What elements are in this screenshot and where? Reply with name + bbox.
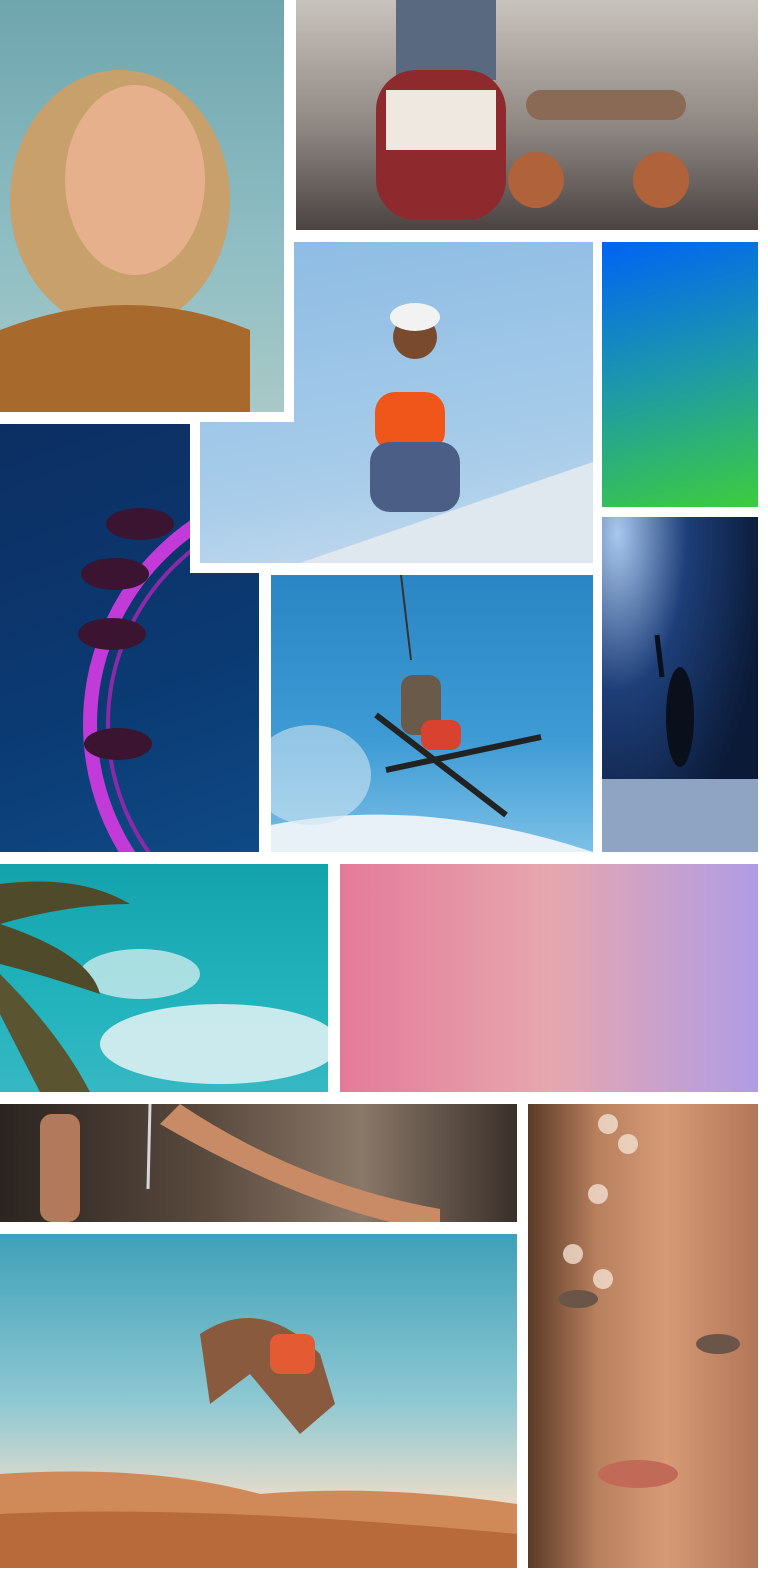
- photo-skater[interactable]: [200, 242, 593, 563]
- photo-party[interactable]: [0, 1104, 517, 1222]
- photo-woman-portrait[interactable]: [0, 0, 284, 412]
- party-drawing: [40, 1104, 440, 1222]
- photo-desert-flip[interactable]: [0, 1234, 517, 1568]
- photo-palm-sky[interactable]: [0, 864, 328, 1092]
- face-drawing: [558, 1114, 740, 1488]
- palm-drawing: [0, 881, 328, 1092]
- concert-drawing: [602, 634, 758, 852]
- shoe-drawing: [376, 0, 689, 220]
- desert-drawing: [0, 1318, 517, 1568]
- woman-drawing: [0, 70, 250, 412]
- skier-drawing: [271, 575, 593, 852]
- photo-concert[interactable]: [602, 517, 758, 852]
- gradient-blue-green[interactable]: [602, 242, 758, 507]
- photo-skier[interactable]: [271, 575, 593, 852]
- photo-face-closeup[interactable]: [528, 1104, 758, 1568]
- photo-skate-shoe[interactable]: [296, 0, 758, 230]
- ferris-wheel-drawing: [78, 487, 259, 852]
- gradient-pink-violet[interactable]: [340, 864, 758, 1092]
- skater-drawing: [300, 303, 593, 563]
